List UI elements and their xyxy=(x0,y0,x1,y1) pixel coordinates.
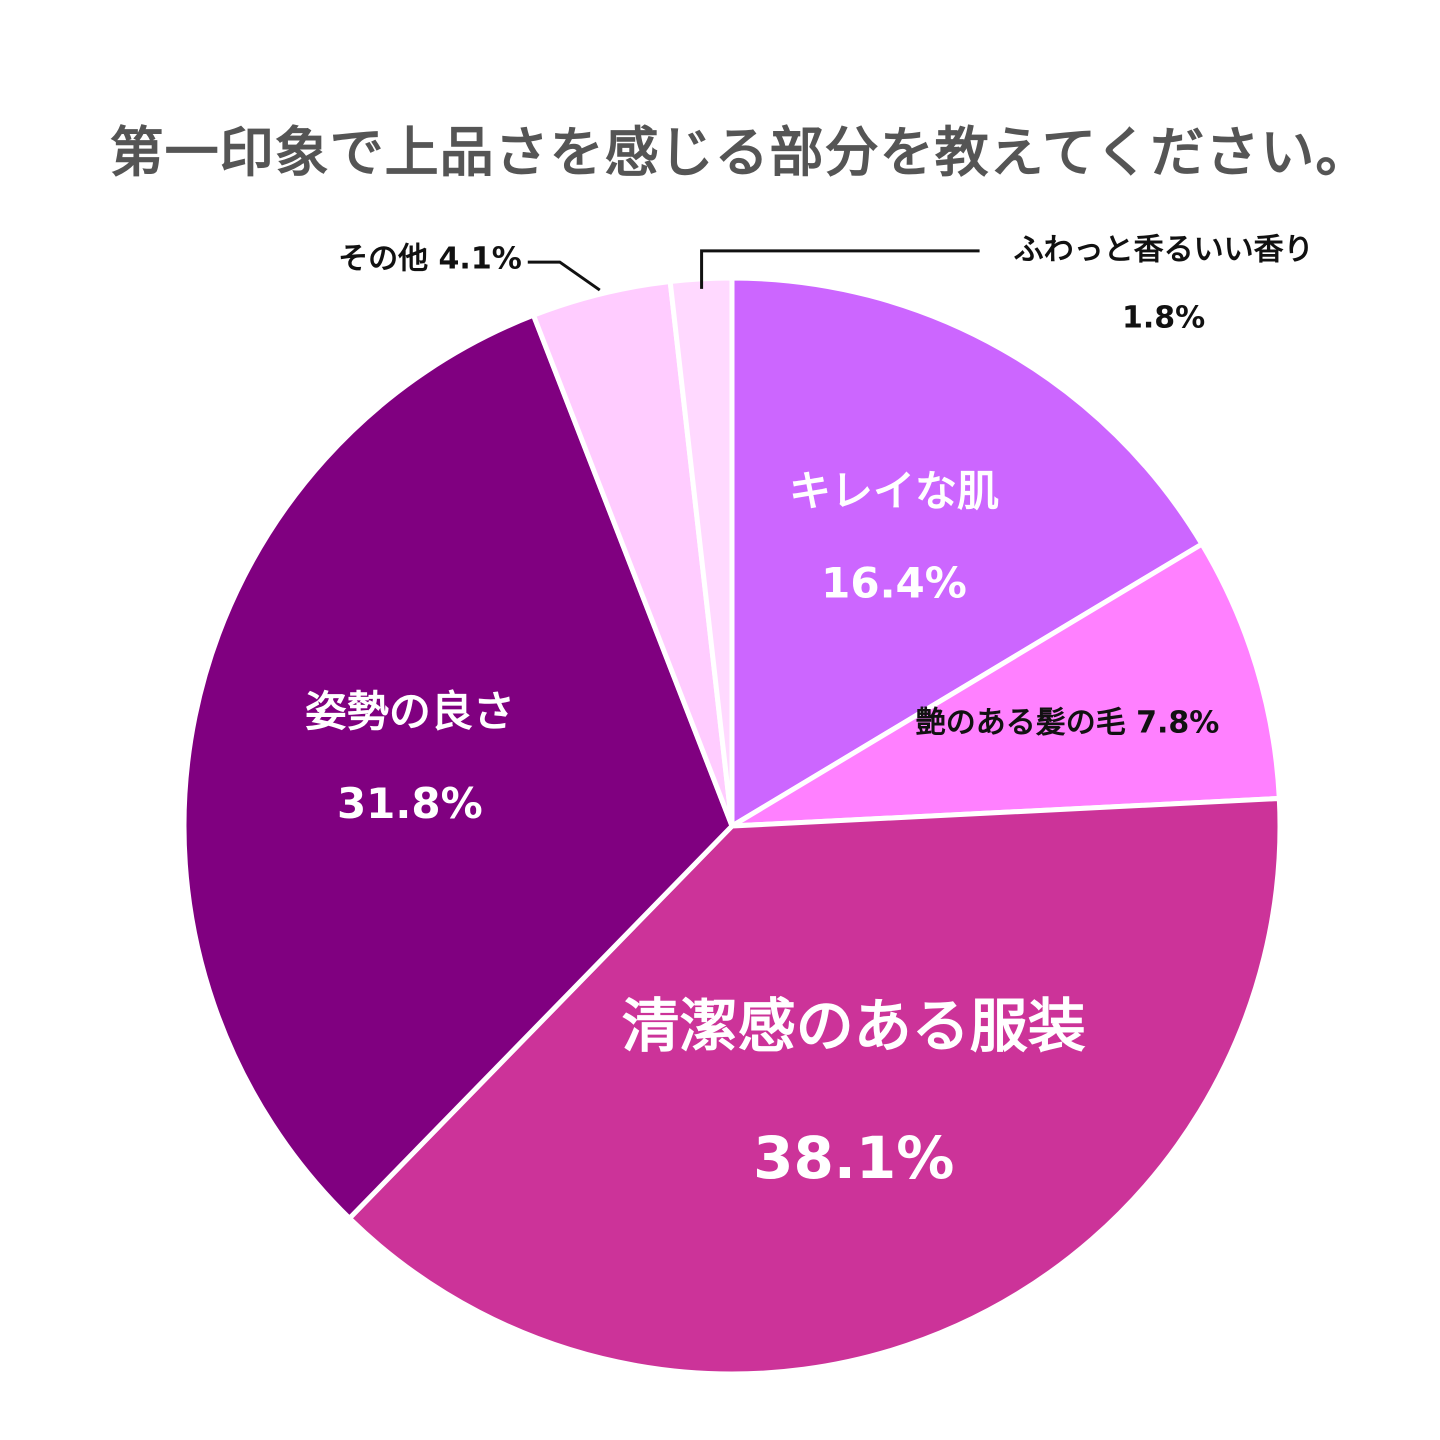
slice-1-label: キレイな肌 xyxy=(789,466,999,515)
pie-slices xyxy=(181,275,1283,1377)
slice-3-wedge xyxy=(346,795,1283,1377)
slice-5-label: その他 4.1% xyxy=(338,242,522,277)
slice-2-wedge xyxy=(729,541,1282,829)
slice-labels: キレイな肌 16.4% 艶のある髪の毛 7.8% 清潔感のある服装 38.1% 姿勢の良さ… xyxy=(305,232,1314,1191)
slice-6-value: 1.8% xyxy=(1122,300,1205,335)
leader-lines xyxy=(527,249,980,292)
slice-4-label: 姿勢の良さ xyxy=(305,687,515,736)
slice-3-label: 清潔感のある服装 xyxy=(622,992,1086,1060)
slice-6-label: ふわっと香るいい香り xyxy=(1014,232,1314,267)
chart-title: 第一印象で上品さを感じる部分を教えてください。 xyxy=(109,121,1371,184)
slice-6-leader-line xyxy=(700,249,980,289)
slice-4-wedge xyxy=(181,312,735,1221)
slice-4-value: 31.8% xyxy=(337,779,483,828)
slice-3-value: 38.1% xyxy=(753,1124,954,1192)
slice-5-leader-line xyxy=(527,260,601,292)
slice-2-label: 艶のある髪の毛 7.8% xyxy=(916,705,1220,740)
slice-1-wedge xyxy=(729,275,1205,829)
slice-1-value: 16.4% xyxy=(821,558,967,607)
